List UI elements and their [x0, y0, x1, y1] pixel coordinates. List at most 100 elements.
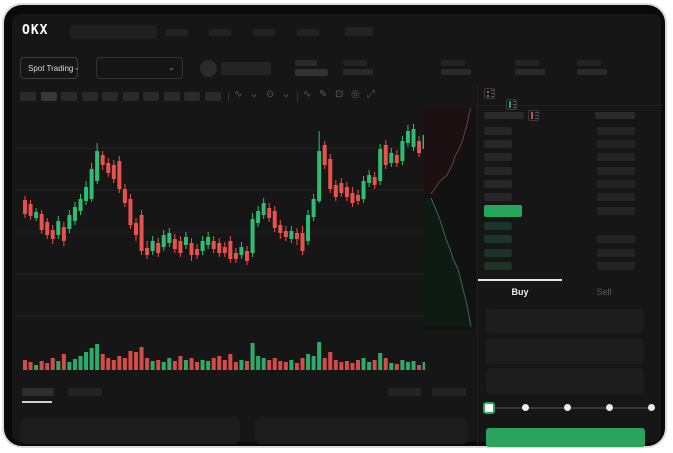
divider	[297, 91, 298, 102]
orderbook-amount-header-skeleton	[595, 112, 635, 119]
bids-book-view-icon[interactable]	[506, 99, 517, 110]
chevron-down-icon[interactable]: ⌄	[282, 89, 291, 100]
nav-skeleton-bar[interactable]	[345, 27, 373, 36]
slider-stop[interactable]	[606, 404, 613, 411]
interval-button-skeleton[interactable]	[122, 92, 139, 101]
ask-price-skeleton[interactable]	[484, 153, 512, 162]
nav-skeleton-bar[interactable]	[253, 29, 275, 36]
interval-button-skeleton[interactable]	[204, 92, 221, 101]
market-type-dropdown[interactable]: Spot Trading ⌄	[20, 57, 81, 79]
ask-price-skeleton[interactable]	[484, 166, 512, 175]
slider-stop[interactable]	[564, 404, 571, 411]
ask-price-skeleton[interactable]	[484, 140, 512, 149]
bottom-panel	[255, 417, 468, 444]
icon-part	[535, 115, 538, 116]
ask-amount-skeleton	[597, 193, 635, 201]
icon-part	[513, 104, 516, 105]
indicators-icon[interactable]: ⊙	[266, 89, 275, 100]
bottom-tab[interactable]	[68, 388, 102, 396]
asks-book-view-icon[interactable]	[528, 110, 539, 121]
tab-sell[interactable]: Sell	[596, 287, 612, 297]
divider	[228, 91, 229, 102]
percent-slider-track[interactable]	[490, 407, 652, 409]
bid-amount-skeleton	[597, 248, 635, 257]
bottom-tab-active[interactable]	[22, 388, 54, 396]
ask-amount-skeleton	[597, 166, 635, 175]
fullscreen-icon[interactable]: ⤢	[367, 89, 375, 100]
icon-part	[513, 101, 516, 102]
orderbook-price-header-skeleton	[484, 112, 524, 119]
draw-icon[interactable]: ✎	[319, 89, 328, 100]
slider-stop[interactable]	[522, 404, 529, 411]
bid-amount-skeleton	[597, 235, 635, 244]
settings-icon[interactable]: ◎	[351, 89, 360, 100]
slider-stop[interactable]	[648, 404, 655, 411]
buy-tab-underline	[478, 279, 562, 281]
icon-part	[509, 101, 511, 108]
ask-price-skeleton[interactable]	[484, 127, 512, 135]
price-label-skeleton	[295, 60, 317, 66]
camera-icon[interactable]: ⊡	[335, 89, 344, 100]
bid-price-skeleton[interactable]	[484, 222, 512, 230]
interval-button-skeleton[interactable]	[20, 92, 36, 101]
chevron-down-icon: ⌄	[168, 63, 175, 72]
nav-skeleton-bar[interactable]	[209, 29, 231, 36]
market-type-label: Spot Trading	[28, 63, 74, 73]
pair-name-skeleton	[221, 62, 271, 75]
interval-button-skeleton[interactable]	[40, 92, 57, 101]
interval-button-skeleton[interactable]	[143, 92, 159, 101]
bid-amount-skeleton	[597, 262, 635, 271]
nav-skeleton-bar[interactable]	[166, 29, 188, 36]
active-tab-underline	[22, 401, 52, 403]
depth-graph	[424, 108, 476, 329]
stat-label-skeleton	[515, 60, 539, 66]
coin-avatar	[200, 60, 217, 77]
interval-button-skeleton[interactable]	[81, 92, 98, 101]
search-input[interactable]	[70, 25, 157, 39]
ask-amount-skeleton	[597, 179, 635, 188]
price-field[interactable]	[486, 309, 644, 333]
bottom-link-skeleton[interactable]	[432, 388, 466, 396]
chevron-down-icon: ⌄	[73, 63, 81, 72]
buy-submit-button[interactable]	[486, 428, 645, 447]
price-value-skeleton	[295, 69, 328, 76]
candlestick-chart[interactable]	[15, 108, 425, 334]
stat-label-skeleton	[577, 60, 601, 66]
divider	[478, 105, 662, 106]
bid-price-skeleton[interactable]	[484, 235, 512, 244]
nav-skeleton-bar[interactable]	[297, 29, 319, 36]
amount-skeleton	[597, 207, 635, 215]
icon-part	[491, 93, 494, 94]
slider-handle[interactable]	[483, 402, 495, 414]
interval-button-skeleton[interactable]	[163, 92, 180, 101]
bottom-panel	[20, 417, 240, 444]
tab-buy[interactable]: Buy	[511, 287, 529, 297]
panel-divider	[477, 85, 478, 445]
icon-part	[535, 118, 538, 119]
ask-amount-skeleton	[597, 127, 635, 135]
icon-part	[535, 112, 538, 113]
total-field[interactable]	[486, 368, 644, 394]
chart-type-icon[interactable]: ∿	[234, 89, 243, 100]
interval-button-skeleton[interactable]	[102, 92, 118, 101]
ask-price-skeleton[interactable]	[484, 193, 512, 201]
pair-dropdown[interactable]: ⌄	[96, 57, 183, 79]
stat-value-skeleton	[515, 69, 545, 75]
combined-book-view-icon[interactable]	[484, 88, 495, 99]
interval-button-skeleton[interactable]	[184, 92, 200, 101]
icon-part	[491, 96, 494, 97]
stat-value-skeleton	[577, 69, 607, 75]
bottom-link-skeleton[interactable]	[388, 388, 421, 396]
interval-button-skeleton[interactable]	[61, 92, 77, 101]
amount-field[interactable]	[486, 338, 644, 364]
bid-price-skeleton[interactable]	[484, 248, 512, 257]
bid-price-skeleton[interactable]	[484, 262, 512, 271]
ask-price-skeleton[interactable]	[484, 179, 512, 188]
chevron-down-icon[interactable]: ⌄	[250, 89, 259, 100]
icon-part	[513, 107, 516, 108]
icon-part	[491, 90, 494, 91]
last-price-bar[interactable]	[484, 205, 522, 217]
okx-logo: OKX	[22, 23, 49, 38]
icon-part	[487, 91, 489, 93]
line-tool-icon[interactable]: ∿	[303, 89, 312, 100]
